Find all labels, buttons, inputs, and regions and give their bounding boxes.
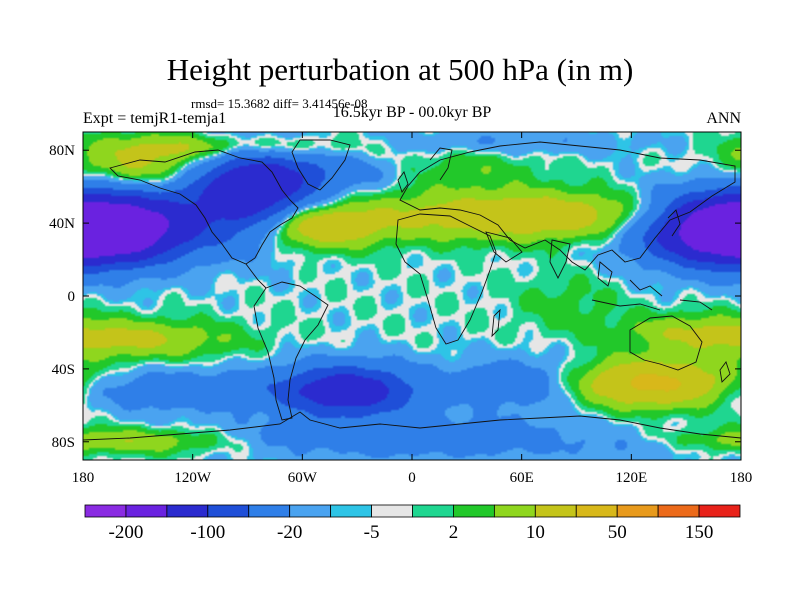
colorbar-swatch: [657, 504, 700, 518]
statistics-label: rmsd= 15.3682 diff= 3.41456e-08: [191, 96, 368, 111]
lon-tick-label: 60E: [510, 470, 534, 486]
lon-tick-label: 180: [730, 470, 753, 486]
longitude-axis: 180 120W 60W 0 60E 120E 180: [72, 132, 753, 486]
latitude-axis: 80N 40N 0 40S 80S: [49, 143, 741, 451]
page-title: Height perturbation at 500 hPa (in m): [166, 52, 634, 87]
lat-tick-label: 40S: [52, 362, 75, 378]
experiment-label: Expt = temjR1-temja1: [83, 110, 227, 127]
colorbar-swatch: [493, 504, 536, 518]
colorbar-label: 10: [526, 522, 545, 543]
lon-tick-label: 180: [72, 470, 95, 486]
colorbar-swatch: [207, 504, 250, 518]
colorbar-swatch: [125, 504, 168, 518]
colorbar-label: 2: [449, 522, 459, 543]
colorbar-swatch: [534, 504, 577, 518]
colorbar-swatch: [84, 504, 127, 518]
colorbar-label: -20: [277, 522, 302, 543]
colorbar-swatch: [330, 504, 372, 518]
lon-tick-label: 60W: [288, 470, 318, 486]
colorbar-swatch: [248, 504, 291, 518]
colorbar-label: 50: [608, 522, 627, 543]
colorbar-swatch: [166, 504, 209, 518]
colorbar-swatch: [616, 504, 659, 518]
lat-tick-label: 80N: [49, 143, 75, 159]
season-label: ANN: [706, 110, 741, 127]
coastlines: [82, 139, 742, 441]
colorbar-swatch: [371, 504, 413, 518]
period-label: 16.5kyr BP - 00.0kyr BP: [332, 104, 492, 121]
colorbar-swatch: [698, 504, 741, 518]
lat-tick-label: 80S: [52, 435, 75, 451]
lat-tick-label: 40N: [49, 216, 75, 232]
lon-tick-label: 0: [408, 470, 416, 486]
colorbar-label: -200: [109, 522, 144, 543]
colorbar-label: 150: [685, 522, 714, 543]
colorbar-swatch: [575, 504, 618, 518]
contour-field: [83, 132, 741, 460]
lat-tick-label: 0: [68, 289, 76, 305]
lon-tick-label: 120W: [174, 470, 212, 486]
lon-tick-label: 120E: [615, 470, 647, 486]
colorbar-swatch: [412, 504, 454, 518]
colorbar-label: -5: [364, 522, 380, 543]
colorbar-swatch: [289, 504, 332, 518]
colorbar-label: -100: [190, 522, 225, 543]
colorbar-swatch: [453, 504, 495, 518]
